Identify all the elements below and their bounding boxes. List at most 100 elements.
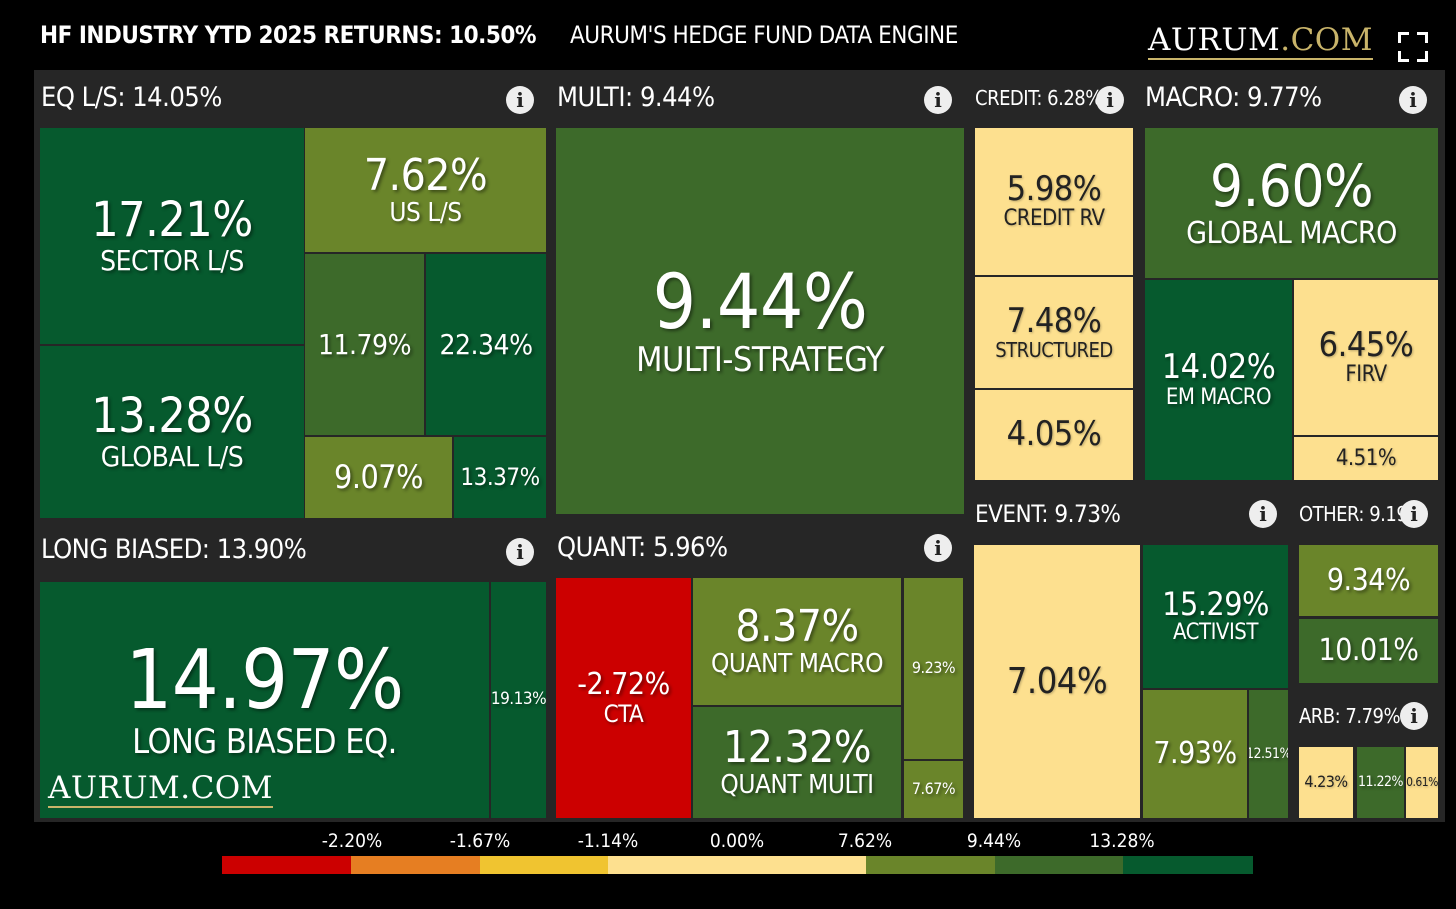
- info-icon[interactable]: i: [924, 534, 952, 562]
- info-icon[interactable]: i: [1399, 86, 1427, 114]
- legend-label: -1.67%: [449, 830, 511, 852]
- treemap-tile[interactable]: 4.51%: [1294, 437, 1438, 480]
- tile-value: 6.45%: [1318, 324, 1414, 365]
- aurum-logo[interactable]: AURUM.COM: [1148, 22, 1373, 60]
- info-icon[interactable]: i: [1400, 500, 1428, 528]
- treemap-tile[interactable]: 15.29% ACTIVIST: [1143, 545, 1288, 688]
- treemap-tile[interactable]: 6.45% FIRV: [1294, 280, 1438, 435]
- legend-swatch: [479, 856, 545, 874]
- info-icon[interactable]: i: [1249, 500, 1277, 528]
- treemap-tile[interactable]: 10.01%: [1299, 619, 1438, 683]
- treemap-tile[interactable]: 11.22%: [1357, 747, 1404, 818]
- group-title-longb: LONG BIASED: 13.90%: [41, 534, 307, 565]
- tile-value: 0.61%: [1406, 775, 1438, 790]
- info-icon[interactable]: i: [924, 86, 952, 114]
- tile-label: LONG BIASED EQ.: [132, 722, 397, 763]
- tile-value: 4.51%: [1335, 445, 1397, 471]
- treemap-tile[interactable]: 13.28% GLOBAL L/S: [40, 346, 304, 518]
- treemap-tile[interactable]: 5.98% CREDIT RV: [975, 128, 1133, 275]
- legend-swatch: [543, 856, 609, 874]
- treemap-tile[interactable]: 7.48% STRUCTURED: [975, 277, 1133, 388]
- legend-label: 9.44%: [966, 830, 1022, 852]
- treemap-tile[interactable]: 7.04%: [974, 545, 1140, 818]
- legend-swatch: [994, 856, 1060, 874]
- logo-main: AURUM: [1148, 22, 1281, 58]
- tile-label: CTA: [603, 699, 644, 728]
- tile-label: CREDIT RV: [1003, 206, 1105, 232]
- engine-title: AURUM'S HEDGE FUND DATA ENGINE: [570, 21, 958, 49]
- tile-value: 12.32%: [723, 722, 871, 774]
- group-title-credit: CREDIT: 6.28%: [975, 86, 1102, 110]
- tile-value: 12.51%: [1249, 745, 1288, 762]
- treemap-tile[interactable]: 13.37%: [454, 437, 546, 518]
- treemap-tile[interactable]: 7.93%: [1143, 690, 1247, 818]
- legend-swatch: [350, 856, 416, 874]
- treemap-tile[interactable]: 9.34%: [1299, 545, 1438, 616]
- info-icon[interactable]: i: [1400, 702, 1428, 730]
- tile-value: 10.01%: [1318, 633, 1419, 669]
- legend-swatch: [608, 856, 674, 874]
- tile-value: 22.34%: [439, 327, 533, 361]
- info-icon[interactable]: i: [1096, 86, 1124, 114]
- legend-label: -1.14%: [577, 830, 639, 852]
- treemap-tile[interactable]: 4.23%: [1299, 747, 1353, 818]
- info-icon[interactable]: i: [506, 86, 534, 114]
- info-icon[interactable]: i: [506, 538, 534, 566]
- treemap-tile[interactable]: 14.97% LONG BIASED EQ.: [40, 582, 489, 818]
- treemap-tile[interactable]: 12.32% QUANT MULTI: [693, 707, 901, 818]
- legend-swatch: [415, 856, 480, 874]
- tile-value: 9.44%: [652, 257, 868, 347]
- aurum-watermark: AURUM.COM: [48, 770, 273, 808]
- treemap-tile[interactable]: 9.23%: [904, 578, 963, 759]
- group-title-multi: MULTI: 9.44%: [557, 82, 715, 113]
- tile-value: 8.37%: [735, 601, 859, 653]
- legend-label: 0.00%: [709, 830, 765, 852]
- tile-value: 7.62%: [363, 149, 488, 201]
- treemap-tile[interactable]: -2.72% CTA: [556, 578, 691, 818]
- legend-swatch: [222, 856, 287, 874]
- tile-value: 9.60%: [1209, 152, 1374, 221]
- tile-value: 15.29%: [1162, 584, 1269, 623]
- treemap-tile[interactable]: 14.02% EM MACRO: [1145, 280, 1292, 480]
- group-title-arb: ARB: 7.79%: [1299, 704, 1401, 728]
- legend-label: -2.20%: [321, 830, 383, 852]
- legend-swatch: [1123, 856, 1189, 874]
- treemap-tile[interactable]: 7.67%: [904, 761, 963, 818]
- group-title-macro: MACRO: 9.77%: [1145, 82, 1322, 113]
- tile-label: SECTOR L/S: [100, 243, 244, 277]
- treemap-tile[interactable]: 8.37% QUANT MACRO: [693, 578, 901, 705]
- treemap-tile[interactable]: 9.60% GLOBAL MACRO: [1145, 128, 1438, 278]
- tile-label: QUANT MULTI: [720, 770, 874, 801]
- tile-label: QUANT MACRO: [711, 649, 883, 680]
- treemap-tile[interactable]: 0.61%: [1406, 747, 1438, 818]
- treemap-tile[interactable]: 4.05%: [975, 390, 1133, 480]
- tile-value: 4.23%: [1304, 772, 1348, 792]
- tile-value: 13.28%: [91, 388, 253, 445]
- fullscreen-icon[interactable]: [1398, 32, 1428, 62]
- legend-label: 7.62%: [837, 830, 893, 852]
- tile-value: 11.79%: [317, 327, 412, 361]
- group-title-eqls: EQ L/S: 14.05%: [41, 82, 222, 113]
- group-title-event: EVENT: 9.73%: [975, 500, 1121, 528]
- tile-label: EM MACRO: [1165, 384, 1272, 410]
- tile-label: US L/S: [389, 197, 462, 228]
- tile-value: 7.67%: [911, 779, 956, 799]
- treemap-tile[interactable]: 12.51%: [1249, 690, 1288, 818]
- tile-value: 7.04%: [1006, 660, 1108, 702]
- tile-label: GLOBAL L/S: [100, 439, 244, 473]
- treemap-tile[interactable]: 9.07%: [305, 437, 452, 518]
- legend-swatch: [1187, 856, 1253, 874]
- treemap-tile[interactable]: 19.13%: [491, 582, 546, 818]
- treemap-tile[interactable]: 17.21% SECTOR L/S: [40, 128, 304, 344]
- logo-suffix: .COM: [1280, 22, 1373, 58]
- tile-label: ACTIVIST: [1173, 620, 1258, 646]
- treemap-tile[interactable]: 9.44% MULTI-STRATEGY: [556, 128, 964, 514]
- tile-value: 4.05%: [1006, 414, 1102, 455]
- legend-label: 13.28%: [1089, 830, 1155, 852]
- treemap-tile[interactable]: 7.62% US L/S: [305, 128, 546, 252]
- legend-swatch: [286, 856, 352, 874]
- treemap-tile[interactable]: 11.79%: [305, 254, 424, 435]
- tile-label: GLOBAL MACRO: [1186, 215, 1397, 251]
- treemap-tile[interactable]: 22.34%: [426, 254, 546, 435]
- tile-value: 14.97%: [125, 633, 404, 729]
